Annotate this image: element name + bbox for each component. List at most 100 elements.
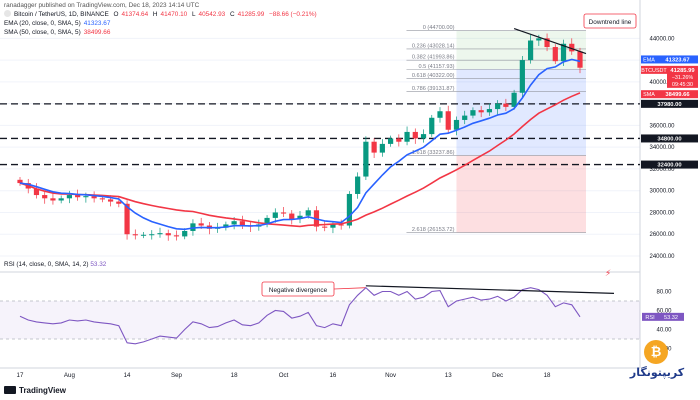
time-tick: Nov xyxy=(385,372,397,379)
time-tick: Sep xyxy=(171,372,183,379)
candle xyxy=(58,198,64,201)
candle xyxy=(239,221,245,226)
rsi-value-tag-label: RSI xyxy=(645,315,655,321)
tradingview-logo[interactable]: TradingView xyxy=(4,386,66,395)
candle xyxy=(396,138,402,142)
candle xyxy=(173,235,180,237)
fib-label: 0 (44700.00) xyxy=(423,25,455,31)
candle xyxy=(149,234,155,236)
price-tag-box xyxy=(657,55,698,64)
rsi-band xyxy=(0,301,640,339)
fib-label: 2.618 (26153.72) xyxy=(412,227,455,233)
divergence-label: Negative divergence xyxy=(269,287,328,294)
tradingview-logo-icon xyxy=(4,386,16,394)
candle xyxy=(280,212,287,214)
price-tick: 28000.00 xyxy=(649,210,675,216)
time-tick: Oct xyxy=(279,372,289,379)
pair-title: Bitcoin / TetherUS, 1D, BINANCE xyxy=(14,11,109,18)
candle xyxy=(322,226,328,228)
fib-label: 0.236 (43028.14) xyxy=(412,43,455,49)
candle xyxy=(346,193,353,226)
candle xyxy=(17,179,23,184)
symbol-header: Bitcoin / TetherUS, 1D, BINANCE O 41374.6… xyxy=(4,10,320,19)
rsi-value-text: 53.32 xyxy=(664,315,678,321)
candle xyxy=(165,233,171,236)
candle xyxy=(371,141,377,153)
time-tick: 18 xyxy=(544,372,551,379)
lightning-icon: ⚡ xyxy=(605,268,611,278)
sma-50-line xyxy=(19,92,581,228)
rsi-legend-value: 53.32 xyxy=(90,261,107,268)
price-tag-name: BTCUSDT xyxy=(641,68,667,74)
candle xyxy=(42,195,48,199)
rsi-line xyxy=(19,286,581,345)
downtrend-line xyxy=(513,27,587,55)
price-tag-change: −31.26% xyxy=(672,75,694,81)
candle xyxy=(272,212,278,218)
fib-label: 0.618 (40322.00) xyxy=(412,73,455,79)
open-value: 41374.64 xyxy=(121,11,149,18)
bitcoin-coin-icon: ₿ xyxy=(644,340,668,364)
candle xyxy=(560,43,567,62)
time-tick: 18 xyxy=(231,372,238,379)
price-tag-value: 32400.00 xyxy=(657,163,681,169)
fib-zone xyxy=(456,155,586,233)
ema-legend[interactable]: EMA (20, close, 0, SMA, 5) 41323.67 xyxy=(4,20,113,28)
downtrend-label: Downtrend line xyxy=(589,19,632,26)
candle xyxy=(552,47,558,62)
candle xyxy=(569,43,575,52)
rsi-divergence-line xyxy=(365,285,615,294)
price-tag-countdown: 09:45:30 xyxy=(672,82,693,88)
candle xyxy=(132,234,138,236)
low-value: 40542.93 xyxy=(198,11,226,18)
price-tag-value: 41323.67 xyxy=(665,57,689,63)
price-tag-name: EMA xyxy=(643,57,655,63)
time-tick: 14 xyxy=(124,372,131,379)
candle xyxy=(182,230,188,237)
candle xyxy=(99,198,105,200)
candle xyxy=(387,138,394,144)
fib-label: 1.618 (33237.86) xyxy=(412,150,455,156)
price-tick: 36000.00 xyxy=(649,123,675,129)
watermark-text: کریپتونگار xyxy=(629,366,685,379)
annotations: Downtrend line Negative divergence ⚡ xyxy=(261,13,637,297)
candle xyxy=(355,176,361,194)
candle xyxy=(289,213,295,219)
candle xyxy=(379,143,385,153)
candle xyxy=(363,141,369,177)
candle xyxy=(198,223,204,226)
divergence-pointer xyxy=(333,287,366,290)
rsi-tick: 60.00 xyxy=(656,309,672,315)
ema-20-line xyxy=(19,58,581,231)
sma-legend[interactable]: SMA (50, close, 0, SMA, 5) 38499.66 xyxy=(4,29,113,37)
sma-value: 38499.66 xyxy=(83,29,111,36)
candle xyxy=(264,217,270,225)
candle xyxy=(470,110,476,116)
price-tag-box xyxy=(641,160,698,169)
watermark-logo: ₿ کریپتونگار xyxy=(626,340,688,396)
time-tick: Aug xyxy=(64,372,76,379)
candle xyxy=(420,134,427,139)
candle xyxy=(511,92,517,107)
candle xyxy=(429,117,435,135)
price-tag-box xyxy=(657,90,698,99)
candle xyxy=(190,223,196,231)
price-tag-name-box xyxy=(641,90,657,99)
moving-averages xyxy=(19,58,581,231)
ema-value: 41323.67 xyxy=(83,20,111,27)
price-tag-box xyxy=(667,65,698,88)
candle xyxy=(519,60,525,93)
candle xyxy=(404,131,410,142)
candle xyxy=(527,40,534,61)
rsi-label: RSI (14, close, 0, SMA, 14, 2) xyxy=(4,261,89,268)
candle xyxy=(445,111,451,130)
candle xyxy=(462,115,468,120)
price-tag-box xyxy=(641,99,698,108)
rsi-legend[interactable]: RSI (14, close, 0, SMA, 14, 2) 53.32 xyxy=(4,261,106,268)
candle xyxy=(412,131,418,139)
candles xyxy=(17,33,583,241)
candle xyxy=(124,203,130,235)
candle xyxy=(223,224,229,228)
candle xyxy=(33,188,40,196)
